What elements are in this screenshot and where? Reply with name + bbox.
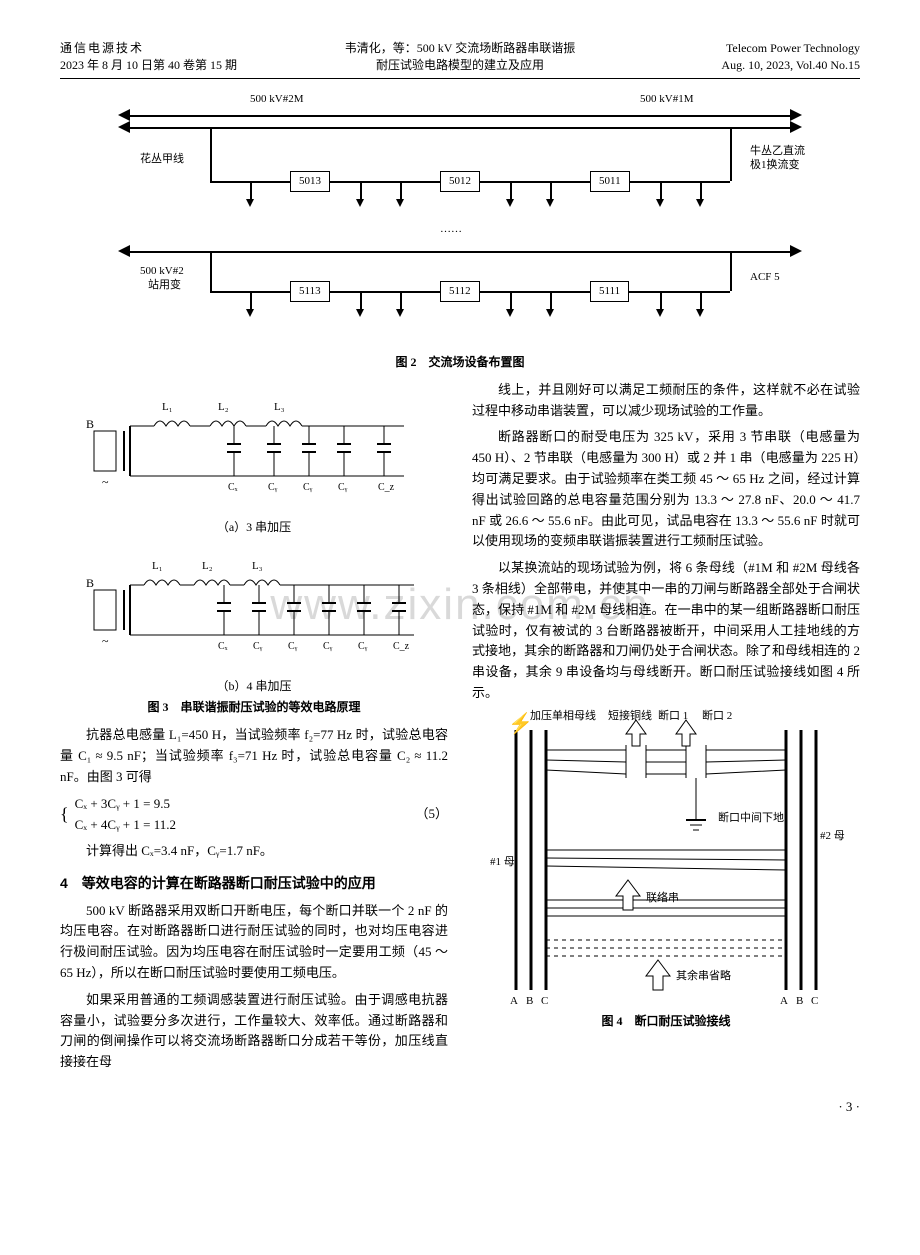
right-para-1: 线上，并且刚好可以满足工频耐压的条件，这样就不必在试验过程中移动串谐装置，可以减…: [472, 380, 860, 422]
left-column: ~ B L₁ L₂ L₃: [60, 380, 448, 1079]
svg-text:Cᵧ: Cᵧ: [303, 482, 313, 493]
svg-text:C_z: C_z: [393, 641, 410, 652]
svg-text:B: B: [86, 576, 94, 590]
fig2-row2-0: 5113: [290, 281, 330, 303]
circuit-3b-svg: ~ B L₁ L₂ L₃: [84, 545, 424, 675]
fig2-left-feed: 花丛甲线: [140, 151, 184, 169]
left-para-3: 500 kV 断路器采用双断口开断电压，每个断口并联一个 2 nF 的均压电容。…: [60, 901, 448, 984]
eq5-line1: Cₓ + 3Cᵧ + 1 = 9.5: [75, 794, 176, 815]
journal-title-cn: 通信电源技术: [60, 40, 324, 57]
left-para-4: 如果采用普通的工频调感装置进行耐压试验。由于调感电抗器容量小，试验要分多次进行，…: [60, 990, 448, 1073]
figure-3b: ~ B L₁ L₂ L₃: [60, 545, 448, 717]
svg-text:~: ~: [102, 475, 109, 489]
fig2-bus1m-label: 500 kV#1M: [640, 91, 693, 109]
fig4-hvbus-label: 加压单相母线: [530, 708, 596, 726]
page-header: 通信电源技术 2023 年 8 月 10 日第 40 卷第 15 期 韦清化，等…: [60, 40, 860, 79]
svg-text:Cₓ: Cₓ: [218, 641, 228, 652]
fig2-left-tx-l2: 站用变: [148, 277, 181, 295]
fig2-dots: ……: [440, 221, 462, 239]
svg-text:Cᵧ: Cᵧ: [338, 482, 348, 493]
fig4-linked-label: 联络串: [646, 890, 679, 908]
fig2-right-feed-l2: 极1换流变: [750, 157, 800, 175]
journal-title-en: Telecom Power Technology: [596, 40, 860, 57]
fig4-bus2-label: #2 母: [820, 828, 845, 846]
svg-text:B: B: [526, 995, 533, 1007]
svg-text:Cₓ: Cₓ: [228, 482, 238, 493]
figure-2: 500 kV#2M 500 kV#1M 花丛甲线 牛丛乙直流 极1换流变 501…: [60, 91, 860, 372]
eq5-number: （5）: [403, 804, 448, 825]
fig4-others-label: 其余串省略: [676, 968, 731, 986]
svg-text:C_z: C_z: [378, 482, 395, 493]
issue-en: Aug. 10, 2023, Vol.40 No.15: [596, 57, 860, 74]
svg-text:C: C: [541, 995, 548, 1007]
fig2-row2-2: 5111: [590, 281, 629, 303]
right-column: 线上，并且刚好可以满足工频耐压的条件，这样就不必在试验过程中移动串谐装置，可以减…: [472, 380, 860, 1079]
figure-3a: ~ B L₁ L₂ L₃: [60, 386, 448, 537]
page-number: · 3 ·: [60, 1097, 860, 1118]
svg-text:A: A: [780, 995, 788, 1007]
svg-text:C: C: [811, 995, 818, 1007]
fig2-acf5: ACF 5: [750, 269, 780, 287]
figure-4-caption: 图 4 断口耐压试验接线: [472, 1012, 860, 1031]
equation-5: { Cₓ + 3Cᵧ + 1 = 9.5 Cₓ + 4Cᵧ + 1 = 11.2…: [60, 794, 448, 836]
fig2-row1-0: 5013: [290, 171, 330, 193]
svg-text:L₁: L₁: [162, 401, 173, 413]
figure-2-caption: 图 2 交流场设备布置图: [60, 353, 860, 372]
svg-text:L₃: L₃: [252, 560, 263, 572]
left-para-2: 计算得出 Cₓ=3.4 nF，Cᵧ=1.7 nF。: [60, 841, 448, 862]
issue-cn: 2023 年 8 月 10 日第 40 卷第 15 期: [60, 57, 324, 74]
figure-3b-caption: （b）4 串加压: [60, 677, 448, 696]
figure-3-caption: 图 3 串联谐振耐压试验的等效电路原理: [60, 698, 448, 717]
svg-text:L₂: L₂: [202, 560, 213, 572]
fig4-short-label: 短接铜线: [608, 708, 652, 726]
svg-text:L₃: L₃: [274, 401, 285, 413]
fig4-gap2-label: 断口 2: [702, 708, 732, 726]
svg-text:Cᵧ: Cᵧ: [323, 641, 333, 652]
svg-text:L₁: L₁: [152, 560, 163, 572]
svg-text:Cᵧ: Cᵧ: [288, 641, 298, 652]
fig4-gap1-label: 断口 1: [658, 708, 688, 726]
paper-title-line2: 耐压试验电路模型的建立及应用: [324, 57, 596, 74]
right-para-2: 断路器断口的耐受电压为 325 kV，采用 3 节串联（电感量为 450 H）、…: [472, 427, 860, 552]
eq5-line2: Cₓ + 4Cᵧ + 1 = 11.2: [75, 815, 176, 836]
svg-text:B: B: [796, 995, 803, 1007]
fig2-row2-1: 5112: [440, 281, 480, 303]
paper-title-line1: 韦清化，等：500 kV 交流场断路器串联谐振: [324, 40, 596, 57]
circuit-3a-svg: ~ B L₁ L₂ L₃: [84, 386, 424, 516]
left-para-1: 抗器总电感量 L₁=450 H，当试验频率 f₂=77 Hz 时，试验总电容量 …: [60, 725, 448, 787]
svg-text:L₂: L₂: [218, 401, 229, 413]
fig4-svg: A B C A B C ⚡: [486, 710, 846, 1010]
fig2-row1-1: 5012: [440, 171, 480, 193]
svg-text:~: ~: [102, 634, 109, 648]
svg-text:Cᵧ: Cᵧ: [253, 641, 263, 652]
svg-text:Cᵧ: Cᵧ: [268, 482, 278, 493]
section-4-title: 4 等效电容的计算在断路器断口耐压试验中的应用: [60, 872, 448, 894]
right-para-3: 以某换流站的现场试验为例，将 6 条母线（#1M 和 #2M 母线各 3 条相线…: [472, 558, 860, 704]
figure-3a-caption: （a）3 串加压: [60, 518, 448, 537]
fig4-bus1-label: #1 母: [490, 854, 515, 872]
fig4-ground-label: 断口中间下地: [718, 810, 784, 828]
fig2-row1-2: 5011: [590, 171, 630, 193]
svg-text:B: B: [86, 417, 94, 431]
fig2-bus2m-label: 500 kV#2M: [250, 91, 303, 109]
svg-text:A: A: [510, 995, 518, 1007]
figure-4: A B C A B C ⚡: [472, 710, 860, 1031]
svg-text:Cᵧ: Cᵧ: [358, 641, 368, 652]
